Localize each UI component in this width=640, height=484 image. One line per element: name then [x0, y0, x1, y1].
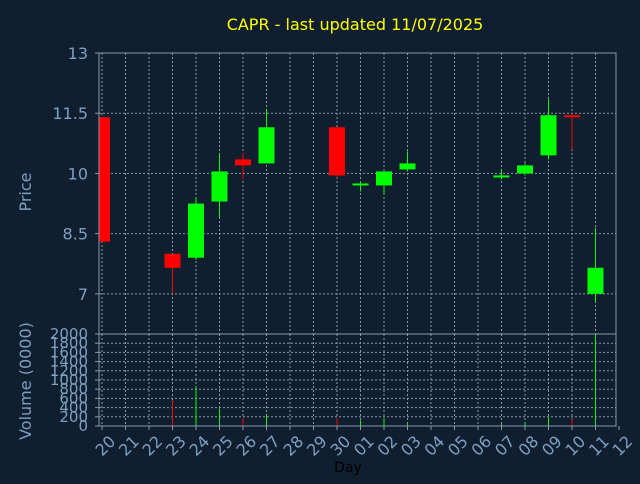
- price-tick-label: 8.5: [63, 225, 88, 244]
- volume-tick-label: 1200: [50, 362, 88, 380]
- volume-tick-label: 1400: [50, 353, 88, 371]
- volume-bars: [172, 334, 596, 426]
- candle-body: [352, 183, 369, 186]
- price-tick-label: 7: [78, 285, 88, 304]
- volume-tick-label: 2000: [50, 325, 88, 343]
- candle-body: [99, 117, 110, 242]
- chart-title: CAPR - last updated 11/07/2025: [227, 15, 484, 34]
- volume-axis-label: Volume (0000): [16, 322, 35, 440]
- candle-body: [493, 175, 510, 178]
- price-axis-label: Price: [16, 172, 35, 211]
- candle-body: [564, 115, 580, 118]
- candle-body: [211, 171, 228, 202]
- price-y-ticks: 7 8.5 10 11.5 13: [52, 44, 99, 304]
- volume-tick-label: 1000: [50, 371, 88, 389]
- volume-tick-label: 1800: [50, 334, 88, 352]
- price-tick-label: 10: [68, 164, 88, 183]
- candle-body: [188, 203, 204, 258]
- candle-body: [235, 159, 251, 166]
- volume-tick-label: 0: [78, 417, 88, 435]
- candle-body: [164, 253, 181, 268]
- candle-body: [399, 163, 416, 170]
- candle-body: [517, 165, 533, 174]
- candles: [99, 99, 604, 302]
- price-panel-frame: [98, 52, 617, 335]
- x-ticks: 2021222324252627282930010203040506070809…: [91, 426, 636, 460]
- x-tick-label: 12: [608, 432, 636, 460]
- volume-tick-label: 600: [59, 389, 88, 407]
- candle-body: [540, 115, 557, 156]
- volume-tick-label: 400: [59, 399, 88, 417]
- volume-grid: [99, 333, 616, 427]
- price-grid: [99, 52, 616, 334]
- candle-body: [587, 267, 604, 294]
- candle-body: [329, 127, 345, 176]
- volume-tick-label: 1600: [50, 343, 88, 361]
- candle-body: [258, 127, 275, 164]
- price-tick-label: 13: [68, 44, 88, 63]
- volume-panel-frame: [98, 333, 617, 427]
- volume-tick-label: 200: [59, 408, 88, 426]
- price-tick-label: 11.5: [52, 104, 88, 123]
- x-axis-label: Day: [334, 460, 362, 476]
- candle-body: [376, 171, 392, 186]
- volume-tick-label: 800: [59, 380, 88, 398]
